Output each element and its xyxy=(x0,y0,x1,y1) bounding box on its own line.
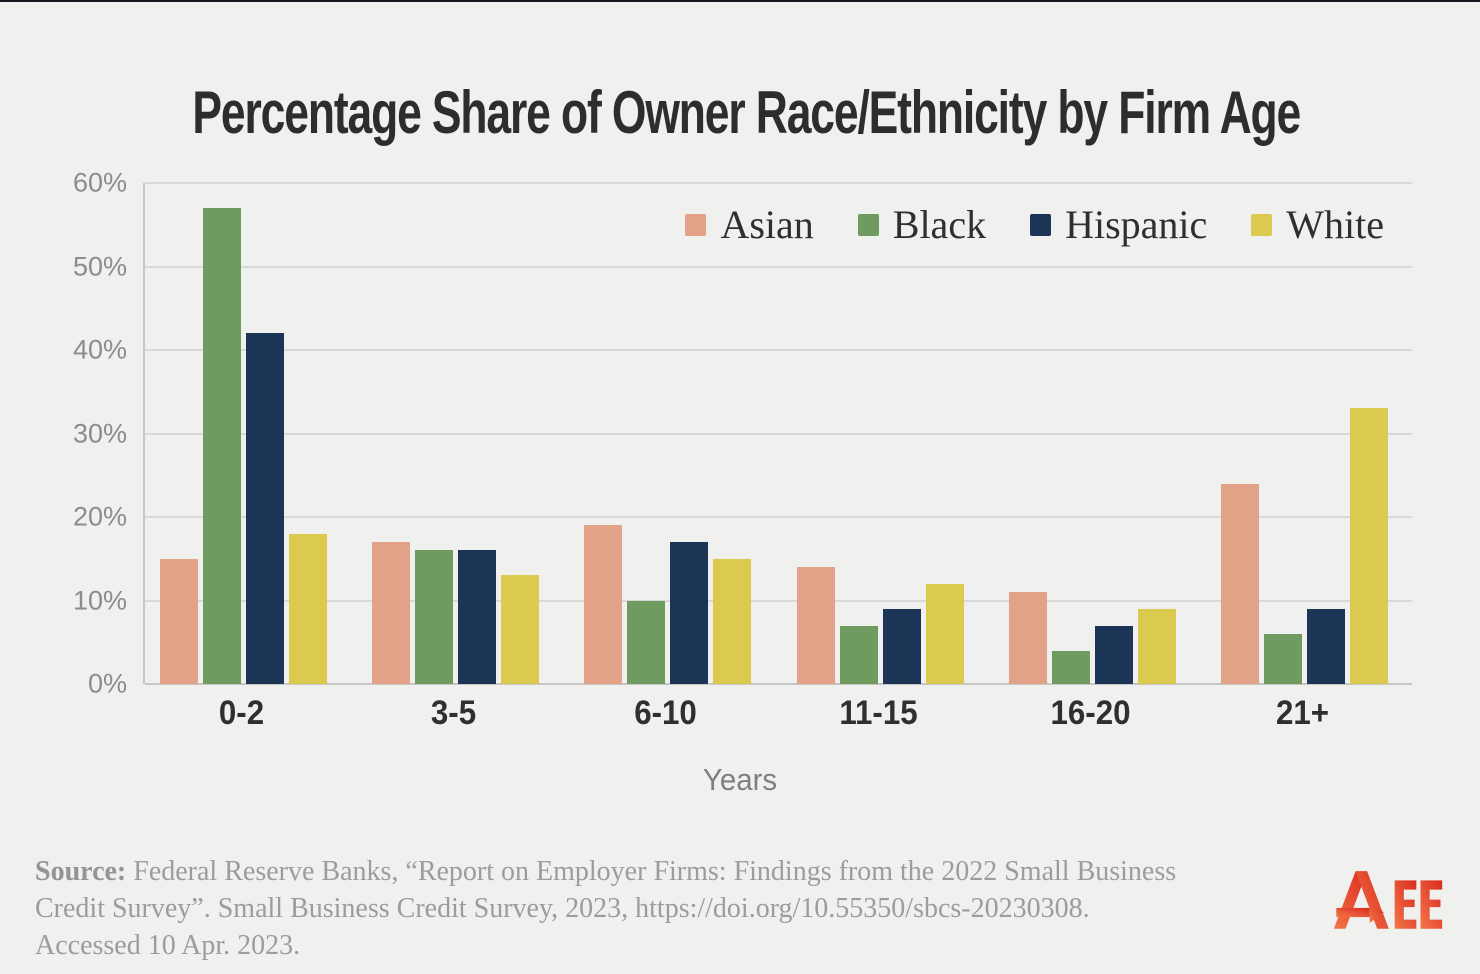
gridline-10 xyxy=(145,599,1412,602)
bar-white-6-10 xyxy=(713,558,752,684)
chart-title: Percentage Share of Owner Race/Ethnicity… xyxy=(192,79,1301,146)
window-top-border xyxy=(0,0,1480,2)
x-tick-label-11-15: 11-15 xyxy=(838,694,918,732)
legend-item-hispanic: Hispanic xyxy=(1030,201,1207,248)
y-tick-label-30: 30% xyxy=(72,418,127,448)
gridline-0 xyxy=(145,683,1412,685)
bar-black-6-10 xyxy=(627,600,666,684)
gridline-30 xyxy=(145,432,1412,435)
legend-label-black: Black xyxy=(892,202,987,247)
gridline-50 xyxy=(145,265,1412,268)
bar-group-3-5 xyxy=(372,183,540,684)
x-tick-label-6-10: 6-10 xyxy=(634,694,698,732)
legend-label-asian: Asian xyxy=(720,202,814,247)
y-tick-label-60: 60% xyxy=(72,167,127,198)
bar-black-11-15 xyxy=(839,625,878,684)
bar-black-21+ xyxy=(1263,633,1302,684)
y-tick-label-40: 40% xyxy=(72,334,127,365)
source-line2: Credit Survey”. Small Business Credit Su… xyxy=(35,892,1090,924)
bar-asian-0-2 xyxy=(160,558,198,684)
legend: Asian Black Hispanic White xyxy=(685,201,1384,248)
bar-black-16-20 xyxy=(1051,650,1090,684)
source-line3: Accessed 10 Apr. 2023. xyxy=(35,929,301,961)
legend-item-asian: Asian xyxy=(685,201,814,248)
gridline-60 xyxy=(145,182,1412,184)
logo-letters-ee xyxy=(1394,880,1443,929)
bar-white-21+ xyxy=(1349,408,1388,684)
bar-black-0-2 xyxy=(203,208,241,684)
legend-swatch-hispanic xyxy=(1030,213,1052,236)
bar-white-3-5 xyxy=(501,575,540,684)
bar-group-16-20 xyxy=(1008,183,1176,684)
bar-black-3-5 xyxy=(415,550,454,684)
bar-group-6-10 xyxy=(584,183,752,684)
legend-item-black: Black xyxy=(857,201,987,248)
x-tick-label-0-2: 0-2 xyxy=(218,694,265,732)
bar-group-11-15 xyxy=(796,183,964,684)
plot-area: Asian Black Hispanic White xyxy=(143,182,1412,685)
x-axis-title: Years xyxy=(702,762,778,797)
legend-swatch-white xyxy=(1251,213,1273,236)
bar-hispanic-11-15 xyxy=(882,608,921,684)
bar-asian-11-15 xyxy=(796,567,835,684)
bar-white-16-20 xyxy=(1137,608,1176,684)
bar-white-0-2 xyxy=(289,533,327,684)
x-axis-labels: 0-2 3-5 6-10 11-15 16-20 21+ xyxy=(143,694,1410,733)
source-label: Source: xyxy=(35,856,127,887)
bar-group-0-2 xyxy=(160,183,327,684)
bar-hispanic-21+ xyxy=(1306,608,1345,684)
bar-groups xyxy=(145,183,1412,684)
aee-logo xyxy=(1333,871,1443,929)
x-tick-label-21+: 21+ xyxy=(1275,694,1329,732)
bar-hispanic-16-20 xyxy=(1094,625,1133,684)
x-tick-label-3-5: 3-5 xyxy=(431,694,477,732)
legend-swatch-asian xyxy=(685,213,707,236)
bar-asian-6-10 xyxy=(584,525,623,684)
y-tick-label-20: 20% xyxy=(72,501,127,532)
legend-label-white: White xyxy=(1286,202,1384,247)
legend-item-white: White xyxy=(1251,201,1384,248)
y-tick-label-10: 10% xyxy=(72,585,127,615)
source-line1: Federal Reserve Banks, “Report on Employ… xyxy=(126,856,1177,887)
bar-hispanic-3-5 xyxy=(458,550,497,684)
y-tick-label-0: 0% xyxy=(87,668,127,699)
bar-asian-3-5 xyxy=(372,542,411,684)
bar-white-11-15 xyxy=(925,583,964,684)
gridline-40 xyxy=(145,349,1412,352)
bar-asian-16-20 xyxy=(1008,592,1047,684)
legend-swatch-black xyxy=(857,213,879,236)
y-tick-label-50: 50% xyxy=(72,251,127,281)
bar-asian-21+ xyxy=(1220,483,1259,684)
bar-group-21+ xyxy=(1220,183,1388,684)
gridline-20 xyxy=(145,516,1412,519)
source-citation: Source: Federal Reserve Banks, “Report o… xyxy=(35,854,1275,965)
legend-label-hispanic: Hispanic xyxy=(1065,202,1208,247)
bar-hispanic-0-2 xyxy=(246,333,284,684)
x-tick-label-16-20: 16-20 xyxy=(1050,694,1131,732)
bar-hispanic-6-10 xyxy=(670,542,709,684)
y-axis: 0% 10% 20% 30% 40% 50% 60% xyxy=(0,169,127,697)
logo-letter-a xyxy=(1333,871,1389,929)
